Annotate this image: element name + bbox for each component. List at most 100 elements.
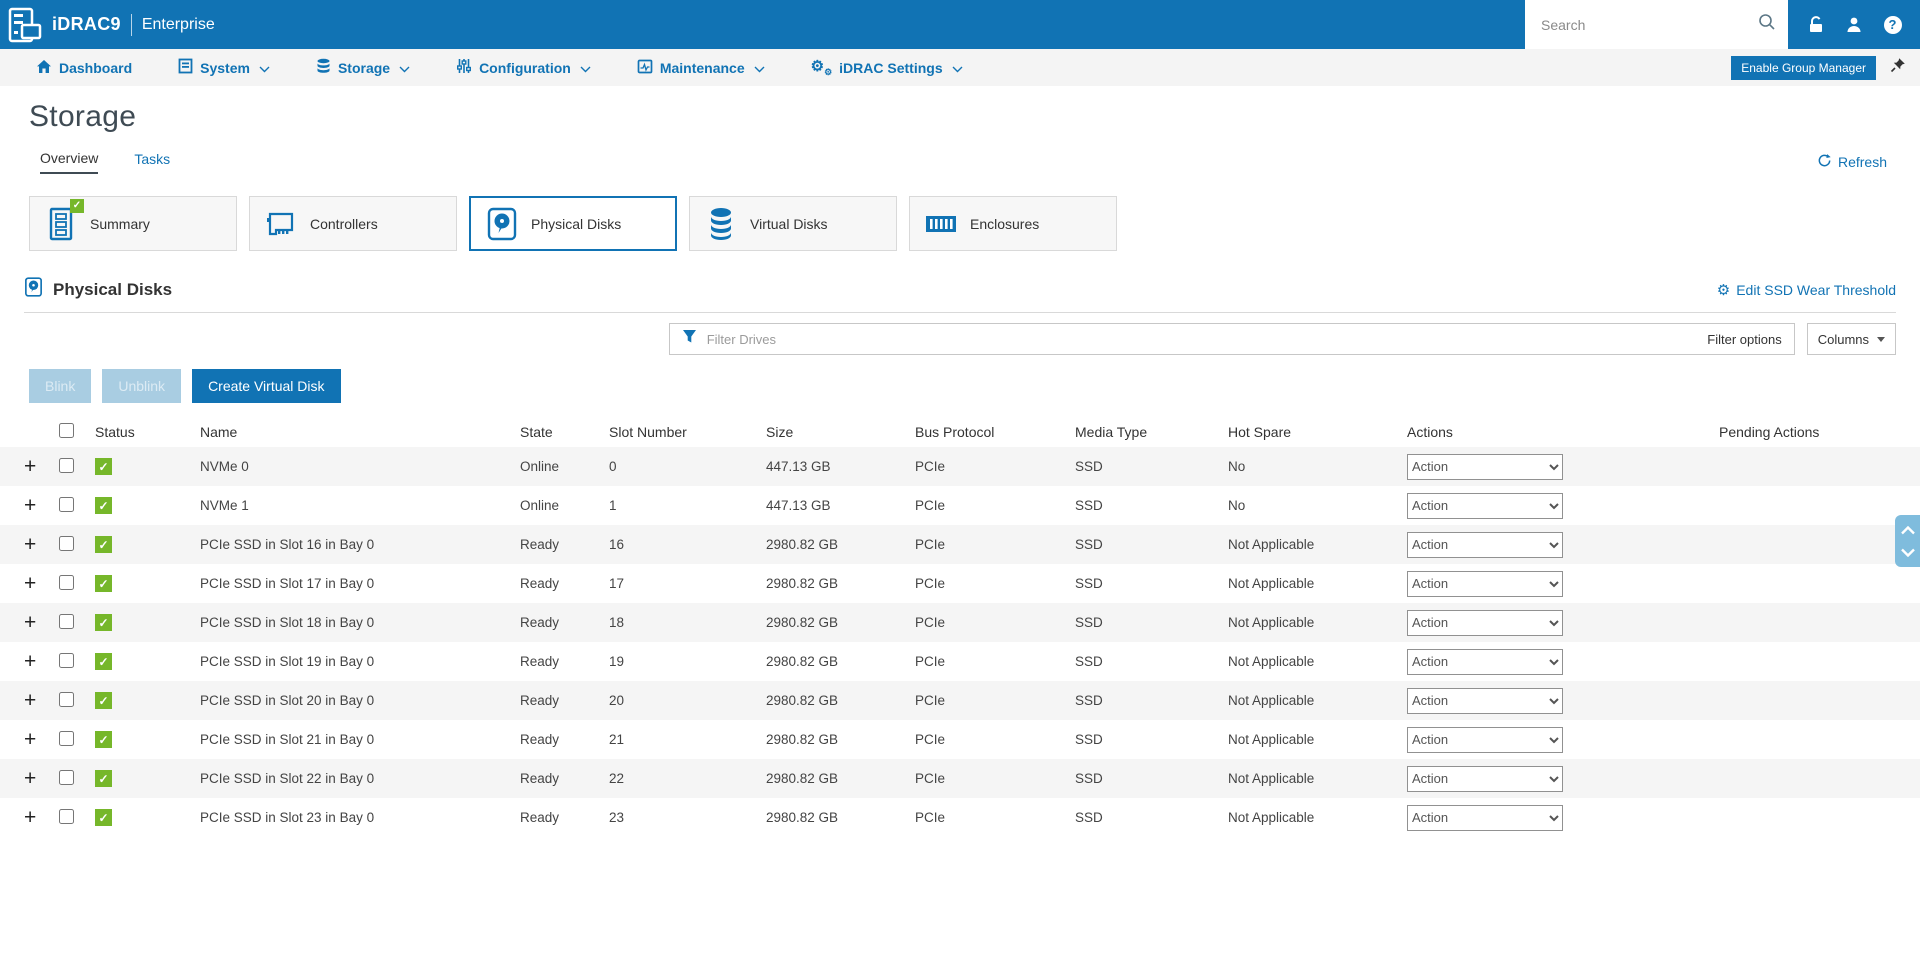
disk-bus-protocol: PCIe xyxy=(915,498,1075,513)
nav-system[interactable]: System xyxy=(178,58,270,77)
disk-slot: 22 xyxy=(609,771,766,786)
row-action-select[interactable]: Action xyxy=(1407,493,1563,519)
expand-row-button[interactable]: + xyxy=(24,807,59,828)
table-body: + ✓ NVMe 0 Online 0 447.13 GB PCIe SSD N… xyxy=(0,447,1920,837)
disk-state: Ready xyxy=(520,576,609,591)
expand-row-button[interactable]: + xyxy=(24,573,59,594)
col-actions: Actions xyxy=(1407,424,1719,440)
disk-name: PCIe SSD in Slot 16 in Bay 0 xyxy=(192,537,520,552)
row-checkbox[interactable] xyxy=(59,614,74,629)
row-action-select[interactable]: Action xyxy=(1407,727,1563,753)
card-physical-disks[interactable]: Physical Disks xyxy=(469,196,677,251)
help-icon[interactable]: ? xyxy=(1882,14,1904,36)
card-virtual-disks[interactable]: Virtual Disks xyxy=(689,196,897,251)
system-icon xyxy=(178,58,193,77)
columns-dropdown-button[interactable]: Columns xyxy=(1807,323,1896,355)
expand-row-button[interactable]: + xyxy=(24,534,59,555)
nav-configuration[interactable]: Configuration xyxy=(456,58,591,77)
pin-icon[interactable] xyxy=(1890,57,1906,78)
search-input[interactable] xyxy=(1541,17,1758,33)
row-checkbox[interactable] xyxy=(59,809,74,824)
row-checkbox[interactable] xyxy=(59,497,74,512)
enclosures-icon xyxy=(924,206,958,242)
disk-media-type: SSD xyxy=(1075,810,1228,825)
row-checkbox[interactable] xyxy=(59,770,74,785)
expand-row-button[interactable]: + xyxy=(24,456,59,477)
disk-hot-spare: Not Applicable xyxy=(1228,693,1407,708)
disk-slot: 18 xyxy=(609,615,766,630)
row-checkbox[interactable] xyxy=(59,575,74,590)
row-action-select[interactable]: Action xyxy=(1407,571,1563,597)
status-ok-icon: ✓ xyxy=(95,653,112,670)
row-action-select[interactable]: Action xyxy=(1407,454,1563,480)
refresh-link[interactable]: Refresh xyxy=(1817,153,1887,171)
row-checkbox[interactable] xyxy=(59,692,74,707)
unlock-icon[interactable] xyxy=(1805,14,1827,36)
select-all-checkbox[interactable] xyxy=(59,423,74,438)
col-status: Status xyxy=(95,424,192,440)
chevron-down-icon xyxy=(952,60,963,76)
card-summary[interactable]: ✓ Summary xyxy=(29,196,237,251)
status-ok-icon: ✓ xyxy=(95,770,112,787)
card-controllers[interactable]: Controllers xyxy=(249,196,457,251)
filter-options-link[interactable]: Filter options xyxy=(1707,332,1781,347)
search-icon[interactable] xyxy=(1758,13,1776,36)
disk-size: 2980.82 GB xyxy=(766,615,915,630)
create-virtual-disk-button[interactable]: Create Virtual Disk xyxy=(192,369,340,403)
disk-size: 2980.82 GB xyxy=(766,537,915,552)
row-checkbox[interactable] xyxy=(59,458,74,473)
edit-ssd-wear-threshold-link[interactable]: ⚙ Edit SSD Wear Threshold xyxy=(1717,281,1896,299)
disk-size: 447.13 GB xyxy=(766,459,915,474)
table-row: + ✓ PCIe SSD in Slot 20 in Bay 0 Ready 2… xyxy=(0,681,1920,720)
brand-separator xyxy=(131,14,132,36)
expand-row-button[interactable]: + xyxy=(24,612,59,633)
disk-media-type: SSD xyxy=(1075,615,1228,630)
disk-hot-spare: Not Applicable xyxy=(1228,732,1407,747)
disk-state: Ready xyxy=(520,537,609,552)
nav-dashboard[interactable]: Dashboard xyxy=(36,59,132,77)
scroll-up-button[interactable] xyxy=(1898,520,1918,540)
col-size: Size xyxy=(766,424,915,440)
disk-hot-spare: Not Applicable xyxy=(1228,654,1407,669)
tab-tasks[interactable]: Tasks xyxy=(134,151,170,173)
status-ok-icon: ✓ xyxy=(95,692,112,709)
expand-row-button[interactable]: + xyxy=(24,495,59,516)
card-enclosures[interactable]: Enclosures xyxy=(909,196,1117,251)
row-action-select[interactable]: Action xyxy=(1407,805,1563,831)
nav-idrac-settings[interactable]: ⚙⚙ iDRAC Settings xyxy=(811,57,963,78)
filter-drives-input[interactable] xyxy=(707,332,1698,347)
row-checkbox[interactable] xyxy=(59,653,74,668)
expand-row-button[interactable]: + xyxy=(24,690,59,711)
nav-storage[interactable]: Storage xyxy=(316,58,410,77)
row-action-select[interactable]: Action xyxy=(1407,649,1563,675)
disk-bus-protocol: PCIe xyxy=(915,654,1075,669)
row-checkbox[interactable] xyxy=(59,731,74,746)
section-header: Physical Disks ⚙ Edit SSD Wear Threshold xyxy=(24,277,1896,313)
row-checkbox[interactable] xyxy=(59,536,74,551)
table-row: + ✓ PCIe SSD in Slot 23 in Bay 0 Ready 2… xyxy=(0,798,1920,837)
unblink-button[interactable]: Unblink xyxy=(102,369,181,403)
tab-overview[interactable]: Overview xyxy=(40,150,98,174)
expand-row-button[interactable]: + xyxy=(24,729,59,750)
disk-slot: 16 xyxy=(609,537,766,552)
disk-bus-protocol: PCIe xyxy=(915,576,1075,591)
user-icon[interactable] xyxy=(1843,14,1865,36)
disk-size: 2980.82 GB xyxy=(766,654,915,669)
row-action-select[interactable]: Action xyxy=(1407,610,1563,636)
disk-size: 447.13 GB xyxy=(766,498,915,513)
row-action-select[interactable]: Action xyxy=(1407,688,1563,714)
filter-row: Filter options Columns xyxy=(0,323,1896,355)
scroll-down-button[interactable] xyxy=(1898,542,1918,562)
expand-row-button[interactable]: + xyxy=(24,651,59,672)
row-action-select[interactable]: Action xyxy=(1407,766,1563,792)
status-ok-icon: ✓ xyxy=(95,458,112,475)
disk-media-type: SSD xyxy=(1075,498,1228,513)
expand-row-button[interactable]: + xyxy=(24,768,59,789)
status-ok-icon: ✓ xyxy=(95,536,112,553)
blink-button[interactable]: Blink xyxy=(29,369,91,403)
row-action-select[interactable]: Action xyxy=(1407,532,1563,558)
nav-maintenance[interactable]: Maintenance xyxy=(637,59,765,77)
enable-group-manager-button[interactable]: Enable Group Manager xyxy=(1731,56,1876,80)
col-name: Name xyxy=(192,424,520,440)
storage-icon xyxy=(316,58,331,77)
